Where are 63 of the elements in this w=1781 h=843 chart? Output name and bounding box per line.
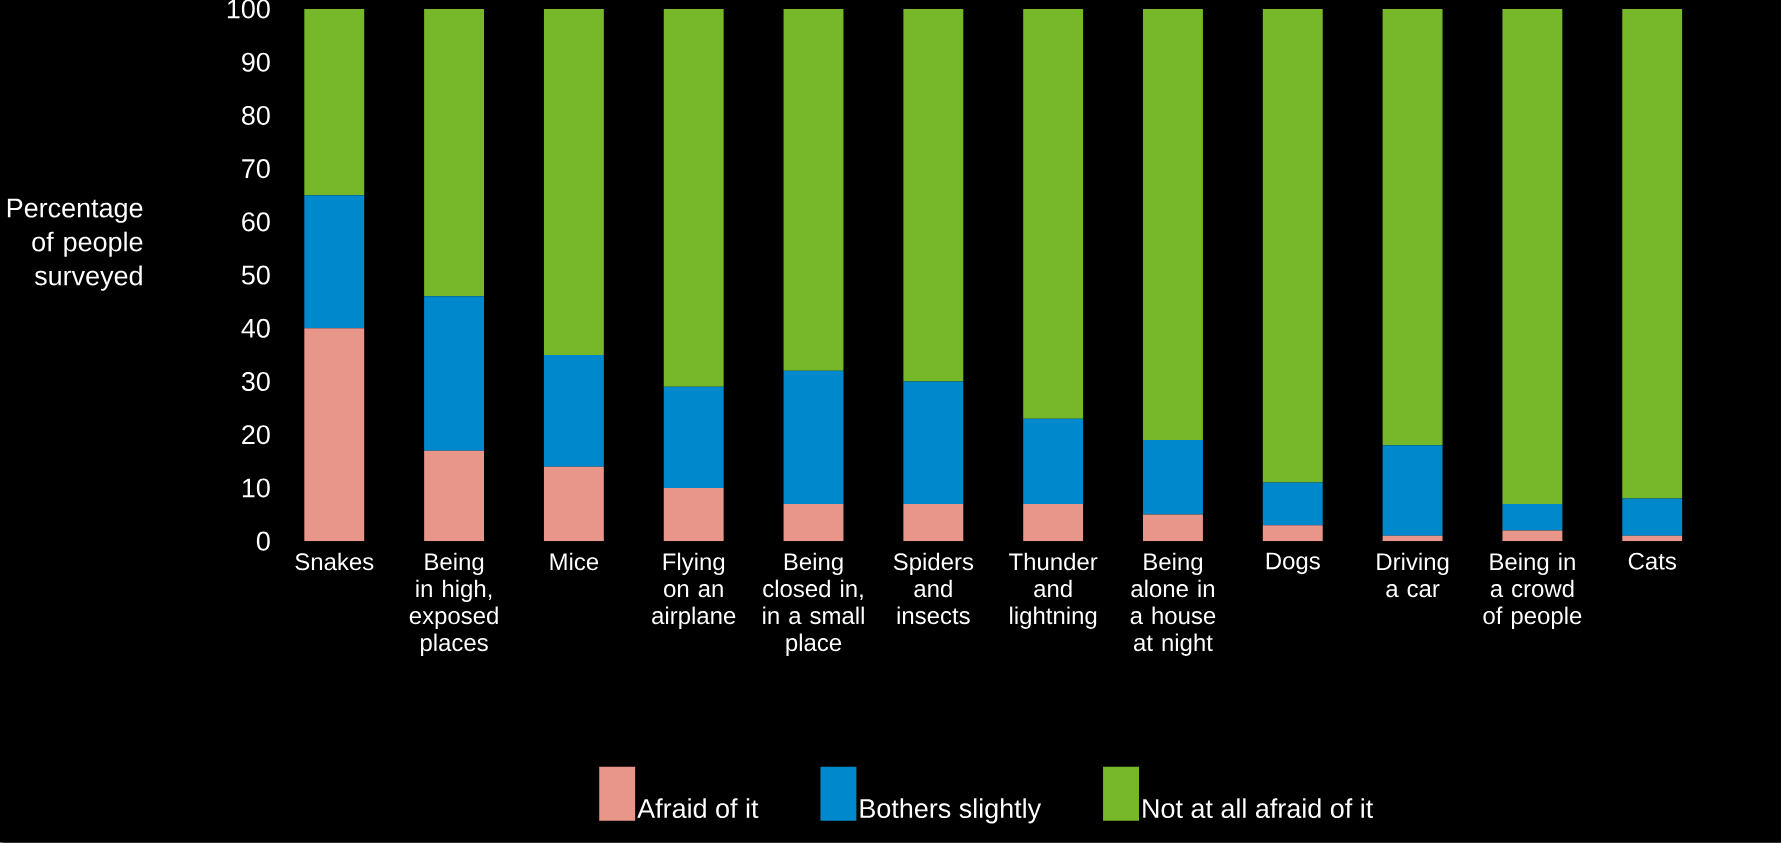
bar [304,328,365,542]
bar [1262,9,1323,483]
y-axis-title: Percentage of people surveyed [7,198,143,291]
bar [783,371,844,505]
y-tick-label: 80 [242,106,270,126]
bar [1502,504,1563,531]
legend-label: Bothers slightly [860,798,1042,824]
bar [903,381,964,505]
x-tick-label: Being in a crowd of people [1483,552,1582,630]
x-tick-label: Dogs [1266,552,1320,575]
y-tick-label: 60 [242,212,270,232]
y-tick-label: 70 [242,159,270,179]
bar [304,195,365,329]
bar [1382,9,1443,446]
legend-label: Afraid of it [637,798,759,819]
bar [1023,418,1084,505]
y-tick-label: 50 [241,265,270,285]
bar [1382,445,1443,536]
x-tick-label: Snakes [295,552,374,571]
x-tick-label: Cats [1628,552,1676,570]
bar [663,386,724,489]
bar [783,504,844,542]
bar [1143,440,1203,515]
bar [1382,535,1443,542]
bar [1262,525,1323,542]
bar [304,9,365,196]
bar [1622,535,1683,542]
x-tick-label: Being closed in, in a small place [763,552,864,657]
x-tick-label: Being alone in a house at night [1130,552,1216,657]
bar [903,504,964,542]
y-tick-label: 10 [242,478,270,498]
bar [424,296,485,451]
y-tick-label: 0 [256,531,270,551]
bar [543,355,604,467]
x-tick-label: Spiders and insects [893,552,974,625]
y-tick-label: 90 [242,52,270,72]
bar [1622,9,1683,499]
bar [1502,9,1563,505]
bar [783,9,844,372]
x-tick-label: Mice [550,552,599,571]
bar [543,466,604,542]
bar [903,9,964,382]
bar [1143,9,1203,441]
bar [1023,504,1084,542]
bar [663,488,724,542]
bar [1023,9,1084,419]
x-tick-label: Thunder and lightning [1009,552,1098,630]
bar [424,9,485,297]
bar [424,450,485,542]
bar [1143,514,1203,542]
y-tick-label: 40 [241,318,270,338]
legend-label: Not at all afraid of it [1143,798,1374,819]
bar [1622,498,1683,536]
bar [1502,530,1563,542]
x-tick-label: Being in high, exposed places [409,552,498,657]
y-tick-label: 30 [241,372,270,392]
bar [1262,482,1323,526]
x-tick-label: Flying on an airplane [652,552,736,630]
y-tick-label: 100 [227,0,270,19]
bar [543,9,604,356]
bar [663,9,724,387]
x-tick-label: Driving a car [1377,552,1449,598]
y-tick-label: 20 [242,425,270,445]
